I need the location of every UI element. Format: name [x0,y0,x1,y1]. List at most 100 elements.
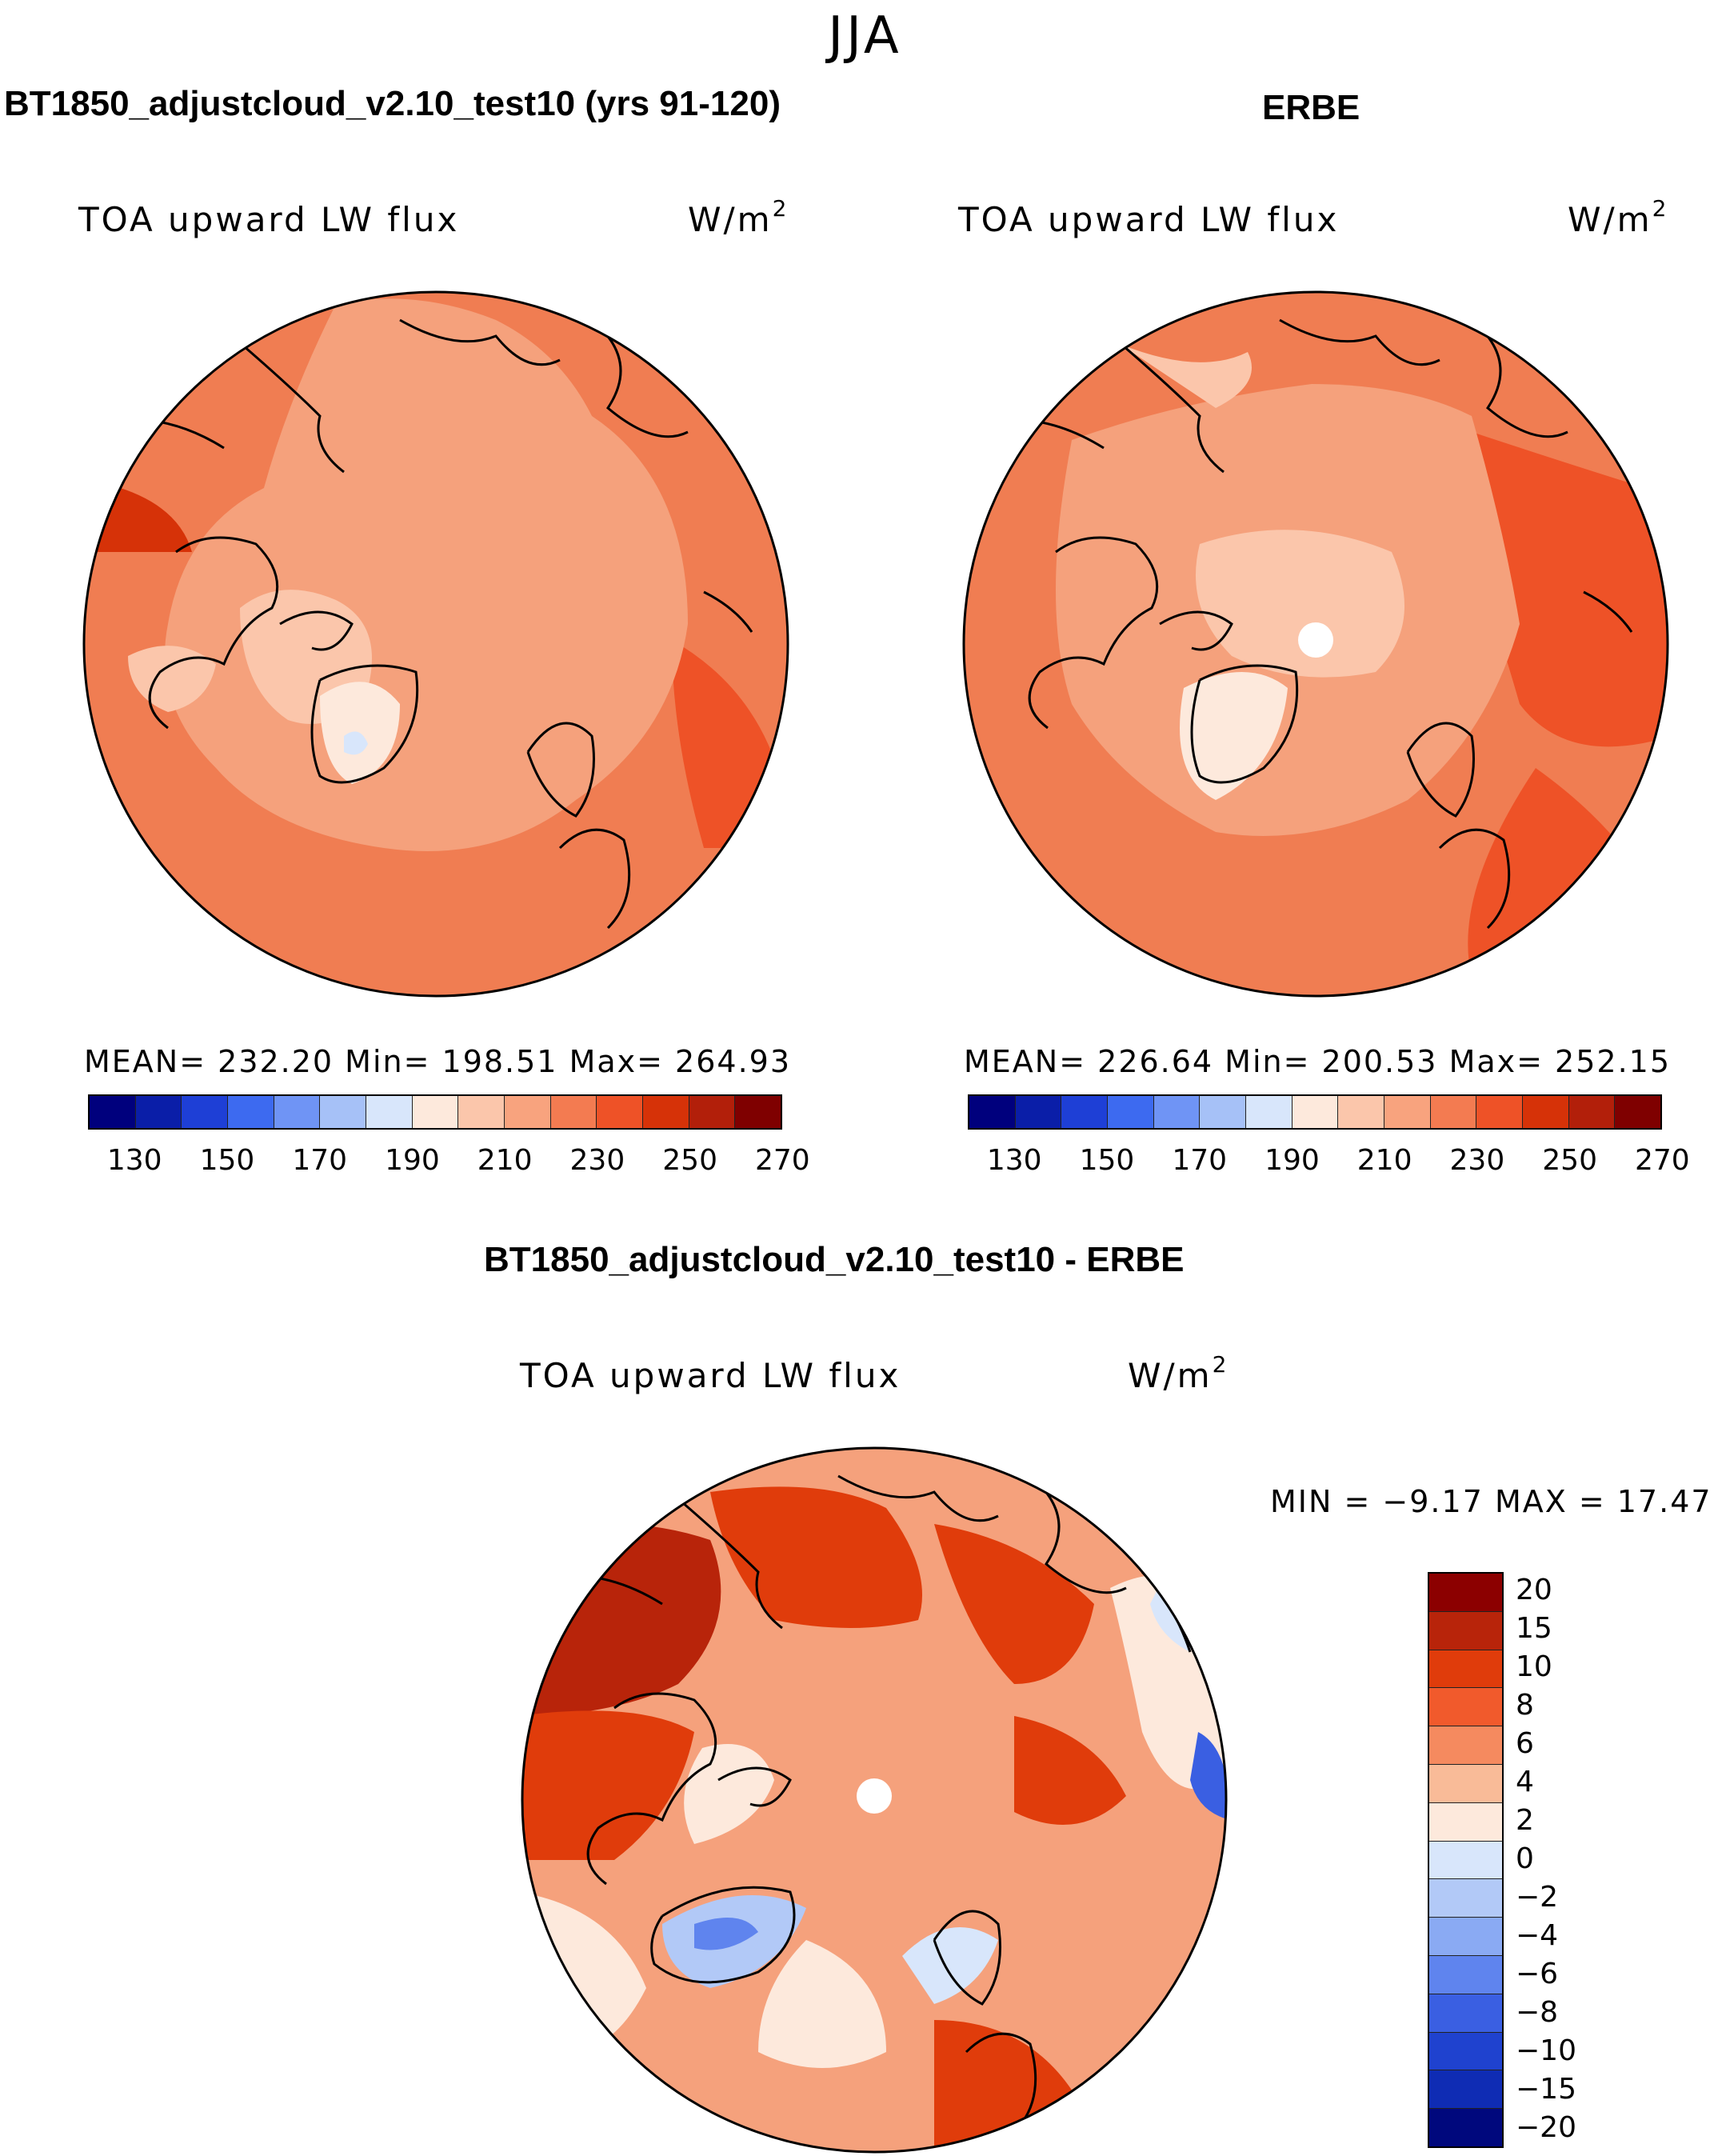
obs-colorbar-swatch [969,1096,1016,1128]
diff-colorbar-label: 4 [1516,1766,1534,1798]
obs-polar-map [962,290,1669,998]
diff-colorbar-swatch [1429,1955,1502,1994]
model-colorbar-tick-label: 170 [292,1144,348,1177]
model-colorbar-swatch [458,1096,505,1128]
obs-colorbar-tick-label: 130 [986,1144,1042,1177]
obs-map-pole-gap [1298,622,1333,658]
model-polar-map [82,290,789,998]
model-map-greenland [320,682,400,784]
diff-colorbar-label: 15 [1516,1612,1552,1645]
model-colorbar-swatch [689,1096,736,1128]
obs-colorbar-tick-label: 250 [1542,1144,1597,1177]
diff-polar-map [521,1446,1228,2154]
obs-colorbar-swatch [1246,1096,1293,1128]
model-colorbar-swatch [320,1096,367,1128]
obs-colorbar-tick-label: 270 [1635,1144,1690,1177]
diff-panel-title: BT1850_adjustcloud_v2.10_test10 - ERBE [484,1240,1185,1279]
model-colorbar-swatch [274,1096,321,1128]
diff-colorbar-label: 10 [1516,1650,1552,1683]
obs-map-greenland [1180,672,1288,800]
obs-colorbar-swatch [1061,1096,1109,1128]
diff-colorbar-label: −8 [1516,1996,1559,2029]
season-title: JJA [828,6,902,66]
diff-colorbar-swatch [1429,1574,1502,1612]
obs-colorbar-swatch [1338,1096,1385,1128]
model-colorbar-swatch [135,1096,182,1128]
obs-colorbar-swatch [1476,1096,1524,1128]
diff-colorbar-label: 2 [1516,1804,1534,1837]
model-colorbar-tick-label: 150 [199,1144,255,1177]
diff-colorbar-swatch [1429,1726,1502,1765]
diff-colorbar-swatch [1429,1688,1502,1727]
diff-map-pole-gap [857,1778,892,1814]
model-colorbar-ticks: 130 150 170 190 210 230 250 270 [88,1144,810,1179]
model-stats-text: MEAN= 232.20 Min= 198.51 Max= 264.93 [84,1044,792,1079]
obs-colorbar-tick-label: 150 [1079,1144,1135,1177]
model-colorbar-tick-label: 210 [477,1144,533,1177]
model-units-label: W/m2 [688,195,789,239]
diff-colorbar [1428,1572,1504,2148]
diff-colorbar-swatch [1429,1994,1502,2033]
diff-colorbar-label: 20 [1516,1574,1552,1606]
obs-colorbar-swatch [1523,1096,1569,1128]
diff-colorbar-swatch [1429,1918,1502,1956]
obs-colorbar-tick-label: 170 [1172,1144,1228,1177]
model-colorbar-swatch [182,1096,229,1128]
diff-colorbar-label: 0 [1516,1842,1534,1875]
obs-colorbar-swatch [1015,1096,1062,1128]
diff-colorbar-swatch [1429,1611,1502,1650]
model-colorbar-swatch [90,1096,136,1128]
diff-map-border [521,1446,1228,2154]
diff-colorbar-label: 6 [1516,1727,1534,1760]
model-map-border [82,290,789,998]
model-colorbar-swatch [505,1096,551,1128]
obs-colorbar-tick-label: 190 [1265,1144,1320,1177]
model-panel-title: BT1850_adjustcloud_v2.10_test10 (yrs 91-… [4,84,781,123]
obs-colorbar-swatch [1292,1096,1339,1128]
diff-colorbar-swatch [1429,1841,1502,1880]
diff-colorbar-swatch [1429,1802,1502,1842]
obs-colorbar-tick-label: 230 [1449,1144,1505,1177]
diff-colorbar-label: −2 [1516,1881,1559,1914]
diff-colorbar-label: −20 [1516,2111,1576,2144]
diff-colorbar-swatch [1429,2109,1502,2146]
diff-colorbar-swatch [1429,1764,1502,1803]
obs-map-border [962,290,1669,998]
diff-colorbar-swatch [1429,2032,1502,2071]
model-colorbar-swatch [550,1096,597,1128]
diff-colorbar-label: −4 [1516,1919,1559,1952]
model-colorbar-tick-label: 250 [662,1144,717,1177]
obs-colorbar-ticks: 130 150 170 190 210 230 250 270 [968,1144,1690,1179]
diff-colorbar-labels: 20 15 10 8 6 4 2 0 −2 −4 −6 −8 −10 −15 −20 [1516,1572,1644,2148]
diff-colorbar-swatch [1429,2070,1502,2110]
obs-stats-text: MEAN= 226.64 Min= 200.53 Max= 252.15 [964,1044,1672,1079]
model-colorbar-swatch [735,1096,781,1128]
model-colorbar-swatch [366,1096,413,1128]
obs-colorbar [968,1094,1662,1130]
model-colorbar-tick-label: 270 [755,1144,810,1177]
obs-colorbar-swatch [1384,1096,1431,1128]
diff-colorbar-label: 8 [1516,1689,1534,1722]
model-colorbar-swatch [643,1096,689,1128]
obs-units-label: W/m2 [1568,195,1669,239]
model-colorbar-tick-label: 190 [385,1144,440,1177]
obs-colorbar-swatch [1615,1096,1661,1128]
obs-colorbar-swatch [1153,1096,1201,1128]
diff-colorbar-swatch [1429,1879,1502,1918]
obs-colorbar-swatch [1568,1096,1616,1128]
obs-colorbar-swatch [1200,1096,1247,1128]
model-colorbar-tick-label: 230 [569,1144,625,1177]
diff-units-label: W/m2 [1128,1351,1229,1395]
diff-colorbar-swatch [1429,1650,1502,1689]
diff-colorbar-label: −15 [1516,2073,1576,2106]
obs-colorbar-swatch [1108,1096,1154,1128]
model-colorbar-swatch [597,1096,644,1128]
diff-colorbar-label: −6 [1516,1958,1559,1990]
obs-variable-label: TOA upward LW flux [958,200,1340,239]
model-colorbar-tick-label: 130 [106,1144,162,1177]
model-variable-label: TOA upward LW flux [78,200,460,239]
model-colorbar [88,1094,782,1130]
obs-colorbar-tick-label: 210 [1356,1144,1412,1177]
diff-minmax-text: MIN = −9.17 MAX = 17.47 [1270,1484,1712,1519]
obs-panel-title: ERBE [1262,88,1360,127]
